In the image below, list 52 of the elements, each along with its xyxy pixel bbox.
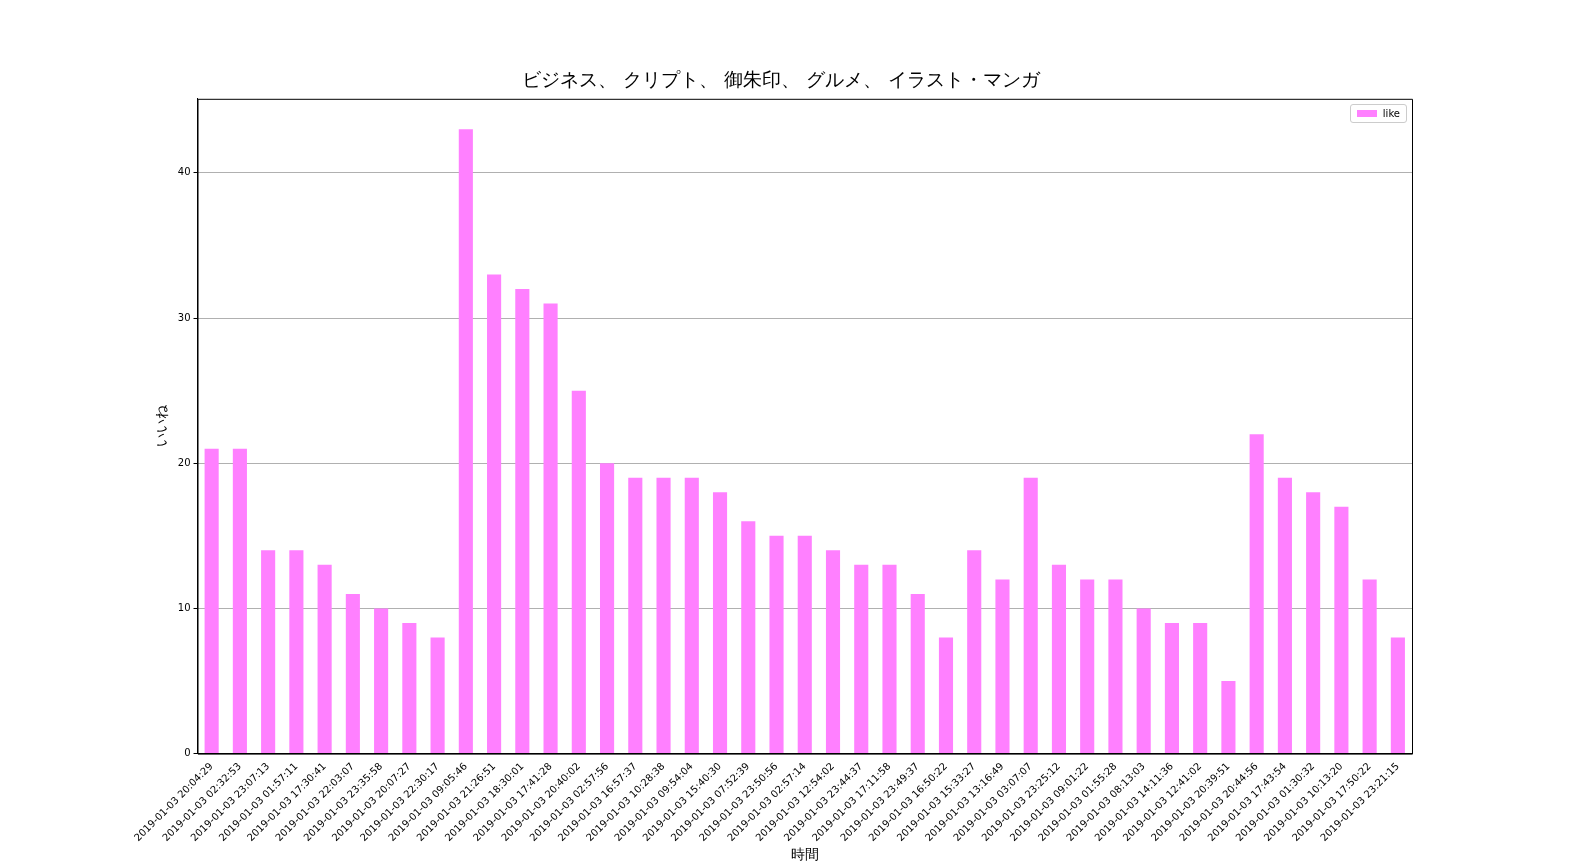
bar bbox=[345, 593, 360, 754]
bar bbox=[769, 535, 784, 754]
bar bbox=[1080, 579, 1095, 754]
bar bbox=[684, 477, 699, 754]
bar bbox=[1277, 477, 1292, 754]
bar bbox=[910, 593, 925, 754]
bar bbox=[317, 564, 332, 754]
bar bbox=[458, 129, 473, 754]
y-tick-label: 0 bbox=[184, 747, 191, 759]
bar bbox=[571, 390, 586, 754]
bar bbox=[487, 274, 502, 754]
y-tick-label: 20 bbox=[177, 456, 191, 468]
bar bbox=[1023, 477, 1038, 754]
bar bbox=[1390, 637, 1405, 754]
bar bbox=[402, 622, 417, 754]
bar bbox=[515, 289, 530, 754]
bar bbox=[938, 637, 954, 754]
bar bbox=[232, 448, 247, 754]
bar bbox=[1164, 622, 1179, 754]
bar bbox=[1108, 579, 1123, 754]
bar bbox=[1306, 492, 1321, 754]
x-axis-title: 時間 bbox=[790, 846, 819, 863]
bar bbox=[374, 608, 389, 754]
bar bbox=[261, 550, 276, 754]
y-axis-title: いいね bbox=[153, 404, 170, 448]
bar bbox=[1136, 608, 1151, 754]
bar bbox=[1362, 579, 1377, 754]
bar bbox=[600, 463, 615, 754]
bar bbox=[1193, 622, 1208, 754]
bar bbox=[1334, 506, 1349, 754]
bar bbox=[741, 521, 756, 754]
bar bbox=[289, 550, 304, 754]
bar bbox=[967, 550, 982, 754]
y-tick-label: 40 bbox=[177, 166, 191, 178]
bar bbox=[543, 303, 558, 754]
bar bbox=[712, 492, 728, 754]
bar bbox=[797, 535, 812, 754]
bar bbox=[854, 564, 869, 754]
chart-title: ビジネス、 クリプト、 御朱印、 グルメ、 イラスト・マンガ bbox=[521, 68, 1042, 91]
y-tick-label: 10 bbox=[177, 602, 191, 614]
bar bbox=[1249, 434, 1264, 754]
bar bbox=[430, 637, 445, 754]
bar bbox=[628, 477, 643, 754]
bar bbox=[656, 477, 671, 754]
bar bbox=[995, 579, 1010, 754]
bar bbox=[1051, 564, 1067, 754]
bar bbox=[1221, 681, 1236, 754]
bar bbox=[825, 550, 841, 754]
bar bbox=[882, 564, 897, 754]
legend-label: like bbox=[1382, 107, 1400, 119]
bar bbox=[204, 448, 219, 754]
y-tick-label: 30 bbox=[177, 311, 191, 323]
